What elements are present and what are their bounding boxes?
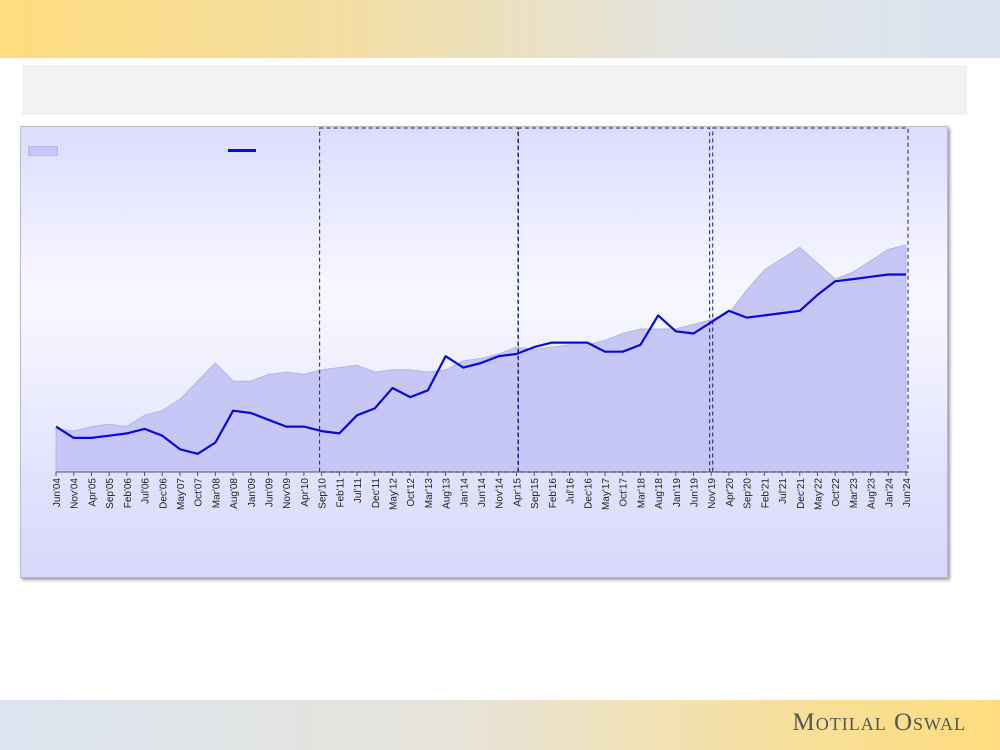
x-tick-label: Jun'14 [477, 478, 488, 508]
x-tick-label: Oct'17 [619, 478, 630, 507]
x-tick-label: Oct'12 [406, 478, 417, 507]
x-tick-label: Jul'21 [778, 478, 789, 504]
x-tick-label: May'07 [176, 478, 187, 510]
x-tick-label: Mar'23 [849, 478, 860, 509]
x-tick-label: Aug'18 [654, 478, 665, 509]
x-tick-label: Feb'11 [335, 478, 346, 508]
x-tick-label: Apr'20 [725, 478, 736, 507]
x-tick-label: Sep'15 [530, 478, 541, 509]
x-tick-label: May'12 [388, 478, 399, 510]
x-tick-label: Jan'19 [672, 478, 683, 508]
x-tick-label: Feb'06 [123, 478, 134, 509]
x-tick-label: Jan'09 [247, 478, 258, 508]
x-tick-label: Dec'21 [796, 478, 807, 509]
x-tick-label: Oct'22 [831, 478, 842, 507]
x-tick-label: Feb'16 [548, 478, 559, 509]
chart-legend [28, 144, 328, 158]
legend-line-swatch [228, 149, 256, 152]
x-tick-label: Sep'20 [743, 478, 754, 509]
x-tick-label: Nov'14 [495, 478, 506, 509]
x-tick-label: Mar'08 [211, 478, 222, 509]
x-tick-label: Jul'16 [566, 478, 577, 504]
x-tick-label: Feb'21 [760, 478, 771, 509]
x-tick-label: Apr'15 [512, 478, 523, 507]
x-tick-label: Sep'05 [105, 478, 116, 509]
x-tick-label: Jul'06 [141, 478, 152, 504]
x-tick-label: Sep'10 [318, 478, 329, 509]
x-tick-label: Nov'09 [282, 478, 293, 509]
x-tick-label: May'17 [601, 478, 612, 510]
area-series [55, 244, 907, 473]
x-tick-label: Apr'05 [87, 478, 98, 507]
phase-box-2 [517, 127, 711, 473]
x-tick-label: Apr'10 [300, 478, 311, 507]
top-header-band [0, 0, 1000, 58]
x-tick-label: Dec'16 [583, 478, 594, 509]
phase-box-1 [319, 127, 519, 473]
x-tick-label: Jun'24 [902, 478, 913, 508]
legend-area-swatch [28, 146, 58, 156]
line-series [55, 273, 906, 455]
slide-title-box [22, 65, 967, 115]
footer-band [0, 700, 1000, 750]
x-tick-label: Jun'09 [265, 478, 276, 508]
x-tick-label: Jan'14 [459, 478, 470, 508]
phase-box-3 [712, 127, 909, 473]
x-tick-label: Dec'11 [371, 478, 382, 509]
x-tick-label: Aug'08 [229, 478, 240, 509]
x-tick-label: Jun'04 [52, 478, 63, 508]
x-tick-label: Jul'11 [353, 478, 364, 504]
x-tick-label: May'22 [813, 478, 824, 510]
x-tick-label: Aug'23 [867, 478, 878, 509]
x-tick-label: Dec'06 [158, 478, 169, 509]
x-tick-label: Jan'24 [884, 478, 895, 508]
x-tick-label: Mar'13 [424, 478, 435, 509]
x-tick-label: Nov'19 [707, 478, 718, 509]
x-tick-label: Oct'07 [194, 478, 205, 507]
x-tick-label: Nov'04 [70, 478, 81, 509]
x-tick-label: Jun'19 [690, 478, 701, 508]
brand-logo: Motilal Oswal [792, 709, 966, 736]
x-tick-label: Mar'18 [636, 478, 647, 509]
x-tick-label: Aug'13 [442, 478, 453, 509]
